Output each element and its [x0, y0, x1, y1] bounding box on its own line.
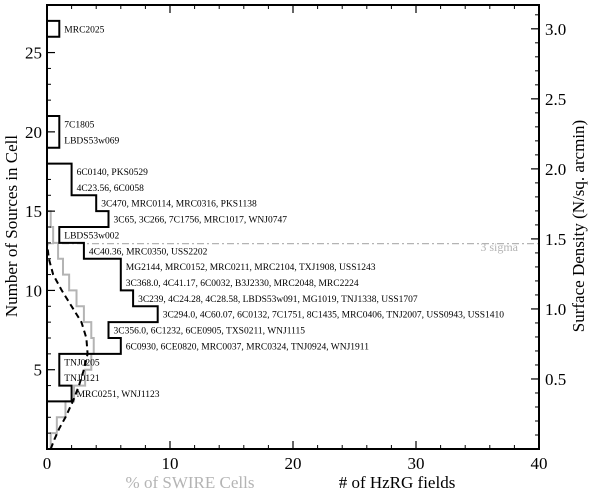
y-tick-label: 15 — [25, 202, 42, 221]
y-axis-title-left: Number of Sources in Cell — [2, 135, 21, 318]
y-tick-label: 10 — [25, 281, 42, 300]
bin-label: 3C294.0, 4C60.07, 6C0132, 7C1751, 8C1435… — [163, 311, 505, 321]
y2-tick-label: 2.5 — [545, 90, 566, 109]
bin-label: 4C23.56, 6C0058 — [77, 184, 145, 194]
bin-label: 3C65, 3C266, 7C1756, MRC1017, WNJ0747 — [114, 216, 288, 226]
bin-label: TNJ0205 — [64, 358, 100, 368]
threshold-label: 3 sigma — [480, 240, 518, 254]
y-tick-label: 25 — [25, 44, 42, 63]
x-axis-title-hzrg: # of HzRG fields — [339, 473, 456, 490]
y2-tick-label: 3.0 — [545, 20, 566, 39]
bin-label: 3C239, 4C24.28, 4C28.58, LBDS53w091, MG1… — [138, 295, 418, 305]
y-tick-label: 5 — [34, 361, 43, 380]
bin-label: 4C40.36, MRC0350, USS2202 — [89, 247, 208, 257]
y2-tick-label: 1.5 — [545, 230, 566, 249]
plot-frame — [46, 4, 540, 450]
x-axis-title-swire: % of SWIRE Cells — [126, 473, 255, 490]
bin-label: MRC2025 — [64, 25, 104, 35]
y2-tick-label: 1.0 — [545, 300, 566, 319]
x-tick-label: 0 — [43, 454, 52, 473]
y-tick-label: 20 — [25, 123, 42, 142]
y-axis-title-right: Surface Density (N/sq. arcmin) — [569, 120, 588, 332]
bin-label: 3C368.0, 4C41.17, 6C0032, B3J2330, MRC20… — [126, 279, 359, 289]
hzrg-step-line — [47, 19, 159, 403]
bin-label: MRC0251, WNJ1123 — [77, 390, 160, 400]
x-tick-label: 20 — [285, 454, 302, 473]
bin-label: 3C470, MRC0114, MRC0316, PKS1138 — [101, 200, 257, 210]
swire-histogram — [46, 195, 95, 450]
x-tick-label: 30 — [408, 454, 425, 473]
swire-step-line — [46, 195, 95, 450]
bin-label: LBDS53w002 — [64, 231, 119, 241]
y2-tick-label: 2.0 — [545, 160, 566, 179]
axes-frame — [46, 4, 540, 450]
bin-label: MG2144, MRC0152, MRC0211, MRC2104, TXJ19… — [126, 263, 376, 273]
bin-label: TNJ0121 — [64, 374, 100, 384]
y2-tick-label: 0.5 — [545, 370, 566, 389]
bin-labels: MRC0251, WNJ1123 TNJ0121 TNJ0205 6C0930, 6C… — [64, 25, 504, 400]
bin-label: 7C1805 — [64, 120, 94, 130]
axis-ticks: 0 10 20 30 40 5 10 15 20 25 0.5 1.0 1.5 2.0 2.5 3.0 — [25, 5, 566, 473]
bin-label: LBDS53w069 — [64, 136, 119, 146]
x-tick-label: 40 — [531, 454, 548, 473]
bin-label: 3C356.0, 6C1232, 6CE0905, TXS0211, WNJ11… — [114, 327, 306, 337]
bin-label: 6C0140, PKS0529 — [77, 168, 149, 178]
bin-label: 6C0930, 6CE0820, MRC0037, MRC0324, TNJ09… — [126, 342, 369, 352]
x-tick-label: 10 — [162, 454, 179, 473]
hzrg-histogram — [47, 19, 159, 403]
